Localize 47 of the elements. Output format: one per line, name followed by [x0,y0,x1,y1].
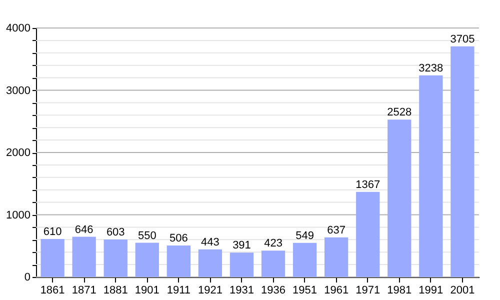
bar [104,239,128,277]
x-tick-label: 1901 [134,284,160,296]
data-label: 603 [106,226,125,238]
x-tick-label: 1861 [40,284,65,296]
x-tick-label: 1936 [261,284,286,296]
bar [230,252,254,277]
y-tick-label: 1000 [6,209,30,222]
y-tick-label: 3000 [6,84,30,97]
data-label: 391 [232,240,251,252]
data-label: 3238 [418,62,444,74]
bar [419,75,443,277]
x-tick-label: 2001 [450,284,475,296]
bar [166,246,190,277]
x-tick-label: 1871 [72,284,96,296]
data-label: 637 [327,224,346,236]
data-label: 646 [74,224,94,236]
x-tick-label: 1931 [229,284,254,296]
x-tick-label: 1921 [198,284,222,296]
data-label: 2528 [387,106,412,119]
x-tick-label: 1961 [324,284,349,296]
data-label: 3705 [450,33,475,46]
data-label: 610 [43,226,62,238]
bar [261,250,286,277]
bar [292,242,317,277]
data-label: 443 [201,236,220,248]
data-label: 550 [138,230,156,242]
bar [40,239,64,277]
bar [72,236,96,277]
x-tick-label: 1951 [292,284,318,296]
data-label: 549 [296,230,314,242]
bar [388,120,412,277]
x-tick-label: 1911 [166,284,191,296]
bar [198,249,222,277]
y-tick-label: 4000 [6,22,30,34]
bar [450,46,474,277]
y-tick-label: 0 [24,272,30,284]
data-label: 423 [264,238,282,250]
x-tick-label: 1971 [356,284,380,296]
data-label: 506 [169,232,188,244]
bar [135,242,159,277]
y-tick-label: 2000 [6,147,30,159]
x-tick-label: 1991 [418,284,444,296]
bar [324,237,348,277]
data-label: 1367 [356,178,380,191]
x-tick-label: 1981 [387,284,412,296]
bar [356,192,380,277]
x-tick-label: 1881 [103,284,128,296]
